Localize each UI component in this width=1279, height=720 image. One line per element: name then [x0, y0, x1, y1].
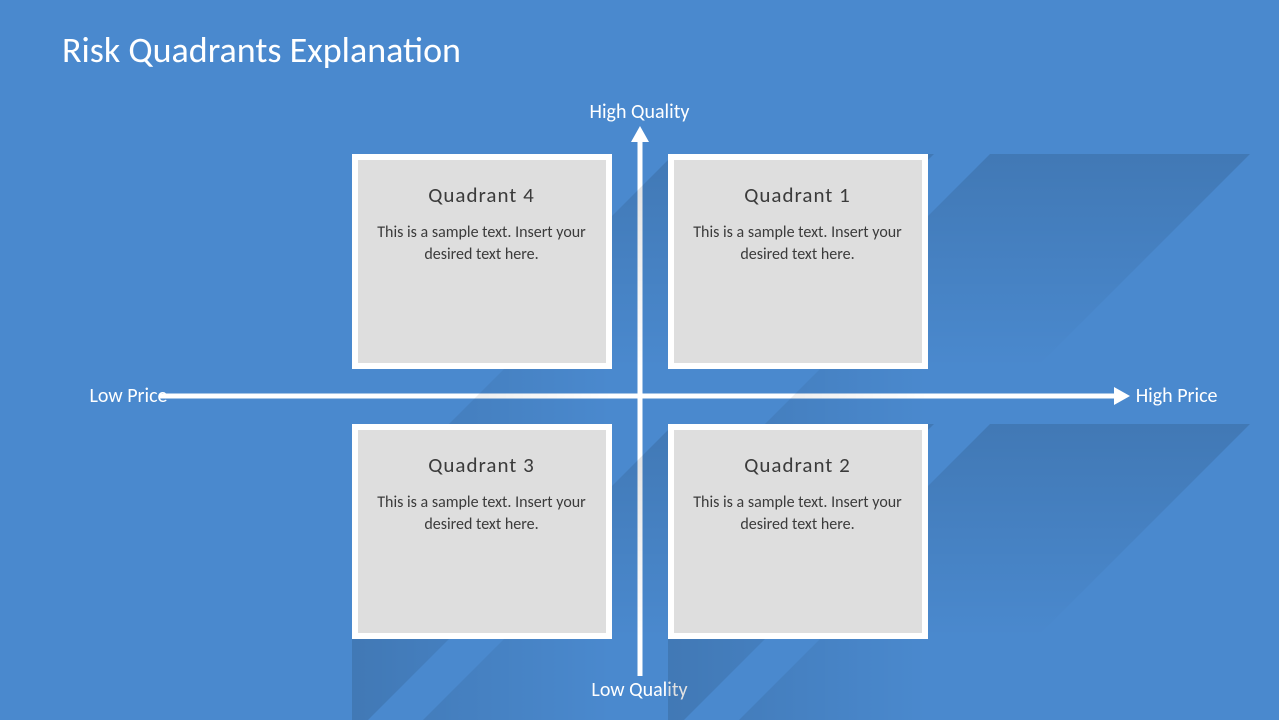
axis-label-bottom: Low Quality	[591, 678, 687, 702]
quadrant-card: Quadrant 1 This is a sample text. Insert…	[668, 154, 928, 369]
quadrant-card: Quadrant 4 This is a sample text. Insert…	[352, 154, 612, 369]
quadrant-diagram: High Quality Low Quality Low Price High …	[190, 116, 1090, 676]
arrow-right-icon	[1114, 387, 1130, 405]
quadrant-body: This is a sample text. Insert your desir…	[692, 222, 904, 265]
quadrant-card: Quadrant 2 This is a sample text. Insert…	[668, 424, 928, 639]
slide: Risk Quadrants Explanation High Quality …	[0, 0, 1279, 720]
quadrant-bottom-right: Quadrant 2 This is a sample text. Insert…	[640, 396, 1090, 676]
quadrant-top-left: Quadrant 4 This is a sample text. Insert…	[190, 116, 640, 396]
quadrant-title: Quadrant 2	[692, 452, 904, 478]
quadrant-title: Quadrant 3	[376, 452, 588, 478]
quadrant-title: Quadrant 4	[376, 182, 588, 208]
quadrant-bottom-left: Quadrant 3 This is a sample text. Insert…	[190, 396, 640, 676]
quadrant-grid: Quadrant 4 This is a sample text. Insert…	[190, 116, 1090, 676]
quadrant-top-right: Quadrant 1 This is a sample text. Insert…	[640, 116, 1090, 396]
axis-label-right: High Price	[1136, 384, 1218, 408]
quadrant-card: Quadrant 3 This is a sample text. Insert…	[352, 424, 612, 639]
quadrant-body: This is a sample text. Insert your desir…	[692, 492, 904, 535]
axis-label-left: Low Price	[90, 384, 168, 408]
quadrant-body: This is a sample text. Insert your desir…	[376, 492, 588, 535]
page-title: Risk Quadrants Explanation	[62, 28, 461, 72]
quadrant-title: Quadrant 1	[692, 182, 904, 208]
quadrant-body: This is a sample text. Insert your desir…	[376, 222, 588, 265]
